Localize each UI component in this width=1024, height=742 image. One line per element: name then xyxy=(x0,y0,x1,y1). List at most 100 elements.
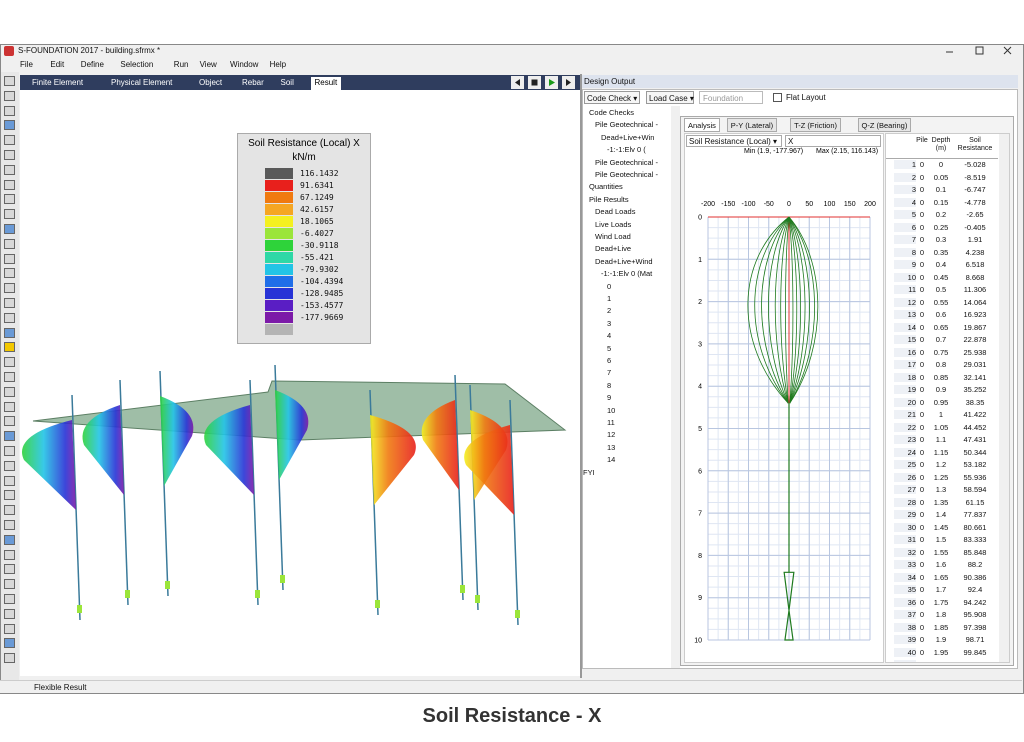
tool-icon[interactable] xyxy=(4,623,15,634)
code-check-dropdown[interactable]: Code Check ▾ xyxy=(584,91,640,104)
tree-item[interactable]: 1 xyxy=(607,294,612,303)
tree-item[interactable]: 2 xyxy=(607,306,612,316)
tree-item[interactable]: 12 xyxy=(607,430,616,440)
tree-item[interactable]: Wind Load xyxy=(595,232,631,241)
tree-item[interactable]: 9 xyxy=(607,393,612,403)
tree-item[interactable]: FYI xyxy=(583,467,595,477)
tool-icon[interactable] xyxy=(4,105,15,116)
tree-item[interactable]: -1:-1:Elv 0 ( xyxy=(607,145,646,155)
tree-item[interactable]: 4 xyxy=(607,331,612,341)
tree-item[interactable]: 13 xyxy=(607,442,616,452)
tool-icon[interactable] xyxy=(4,90,15,101)
menu-item[interactable]: Edit xyxy=(50,60,65,69)
tree-item[interactable]: Pile Results xyxy=(589,194,629,204)
tool-icon[interactable] xyxy=(4,372,15,382)
checkbox[interactable] xyxy=(773,93,782,102)
tool-icon[interactable] xyxy=(4,505,15,516)
tool-icon[interactable] xyxy=(4,579,15,590)
tool-icon[interactable] xyxy=(4,534,15,545)
tool-icon[interactable] xyxy=(4,431,15,442)
tool-icon[interactable] xyxy=(4,268,15,279)
view-tab[interactable]: Rebar xyxy=(242,78,264,87)
tree-item[interactable]: Live Loads xyxy=(595,219,632,229)
tool-icon[interactable] xyxy=(4,401,15,412)
tree-item[interactable]: 11 xyxy=(607,418,615,427)
analysis-tab[interactable]: Analysis xyxy=(684,118,720,132)
menu-item[interactable]: Window xyxy=(230,60,259,69)
tool-icon[interactable] xyxy=(4,253,15,264)
tree-item[interactable]: 10 xyxy=(607,405,616,415)
tool-icon[interactable] xyxy=(4,653,15,664)
menu-item[interactable]: Define xyxy=(80,60,104,69)
result-dropdown[interactable]: Soil Resistance (Local) ▾ xyxy=(686,135,782,147)
tool-icon[interactable] xyxy=(4,164,15,175)
tool-icon[interactable] xyxy=(4,120,15,131)
tool-icon[interactable] xyxy=(4,194,15,205)
tree-item[interactable]: Dead Loads xyxy=(595,207,636,217)
tool-icon[interactable] xyxy=(4,357,15,368)
tool-icon[interactable] xyxy=(4,416,15,427)
tool-icon[interactable] xyxy=(4,608,15,619)
tool-icon[interactable] xyxy=(4,342,15,353)
analysis-tab[interactable]: P-Y (Lateral) xyxy=(726,118,778,132)
tool-icon[interactable] xyxy=(4,283,15,294)
tool-icon[interactable] xyxy=(4,446,15,456)
tool-icon[interactable] xyxy=(4,327,15,338)
tree-item[interactable]: Quantities xyxy=(589,182,623,192)
tool-icon[interactable] xyxy=(4,298,15,308)
tool-icon[interactable] xyxy=(4,520,15,530)
view-tab[interactable]: Soil xyxy=(280,78,294,87)
tool-icon[interactable] xyxy=(4,76,15,86)
tree-item[interactable]: 3 xyxy=(607,318,612,328)
tool-icon[interactable] xyxy=(4,475,15,486)
menu-item[interactable]: Help xyxy=(269,60,287,69)
tree-item[interactable]: Dead+Live+Win xyxy=(601,132,655,142)
tool-icon[interactable] xyxy=(4,312,15,323)
column-header[interactable]: Pile xyxy=(916,137,928,144)
menu-item[interactable]: Run xyxy=(173,60,189,69)
tree-item[interactable]: 6 xyxy=(607,356,612,365)
tree-item[interactable]: Pile Geotechnical - xyxy=(595,157,658,167)
menu-item[interactable]: File xyxy=(20,60,33,69)
menu-item[interactable]: View xyxy=(199,60,217,69)
window-controls[interactable] xyxy=(940,45,1020,57)
scrollbar[interactable] xyxy=(999,134,1009,662)
tree-item[interactable]: 0 xyxy=(607,281,612,291)
load-case-dropdown[interactable]: Load Case ▾ xyxy=(646,91,694,104)
tree-item[interactable]: -1:-1:Elv 0 (Mat xyxy=(601,269,653,279)
tool-icon[interactable] xyxy=(4,564,15,575)
tool-icon[interactable] xyxy=(4,209,15,220)
tree-item[interactable]: Pile Geotechnical - xyxy=(595,170,658,179)
tree-item[interactable]: 7 xyxy=(607,368,612,378)
direction-dropdown[interactable]: X xyxy=(785,135,881,147)
tree-item[interactable]: Code Checks xyxy=(589,108,635,117)
scrollbar[interactable] xyxy=(671,106,680,668)
tool-icon[interactable] xyxy=(4,490,15,501)
tree-item[interactable]: Dead+Live+Wind xyxy=(595,256,653,266)
tool-icon[interactable] xyxy=(4,549,15,560)
tree-item[interactable]: 5 xyxy=(607,343,612,353)
playback-controls[interactable] xyxy=(510,75,580,90)
tool-icon[interactable] xyxy=(4,638,15,649)
tool-icon[interactable] xyxy=(4,179,15,190)
view-tab[interactable]: Physical Element xyxy=(111,78,173,87)
tool-icon[interactable] xyxy=(4,238,15,249)
tree-item[interactable]: Pile Geotechnical - xyxy=(595,120,658,130)
tool-icon[interactable] xyxy=(4,150,15,160)
column-header[interactable]: Depth (m) xyxy=(931,137,951,152)
tool-icon[interactable] xyxy=(4,224,15,234)
view-tab[interactable]: Object xyxy=(199,78,223,87)
menu-item[interactable]: Selection xyxy=(120,60,154,69)
tool-icon[interactable] xyxy=(4,594,15,604)
analysis-tab[interactable]: Q-Z (Bearing) xyxy=(857,118,912,132)
tool-icon[interactable] xyxy=(4,386,15,397)
tree-item[interactable]: 14 xyxy=(607,455,616,465)
tree-item[interactable]: Dead+Live xyxy=(595,244,632,254)
view-tab[interactable]: Finite Element xyxy=(32,78,84,87)
column-header[interactable]: Soil Resistance xyxy=(957,137,993,152)
foundation-input[interactable]: Foundation xyxy=(699,91,763,104)
tree-item[interactable]: 8 xyxy=(607,380,612,390)
view-tab[interactable]: Result xyxy=(310,77,342,90)
tool-icon[interactable] xyxy=(4,460,15,471)
tool-icon[interactable] xyxy=(4,135,15,146)
